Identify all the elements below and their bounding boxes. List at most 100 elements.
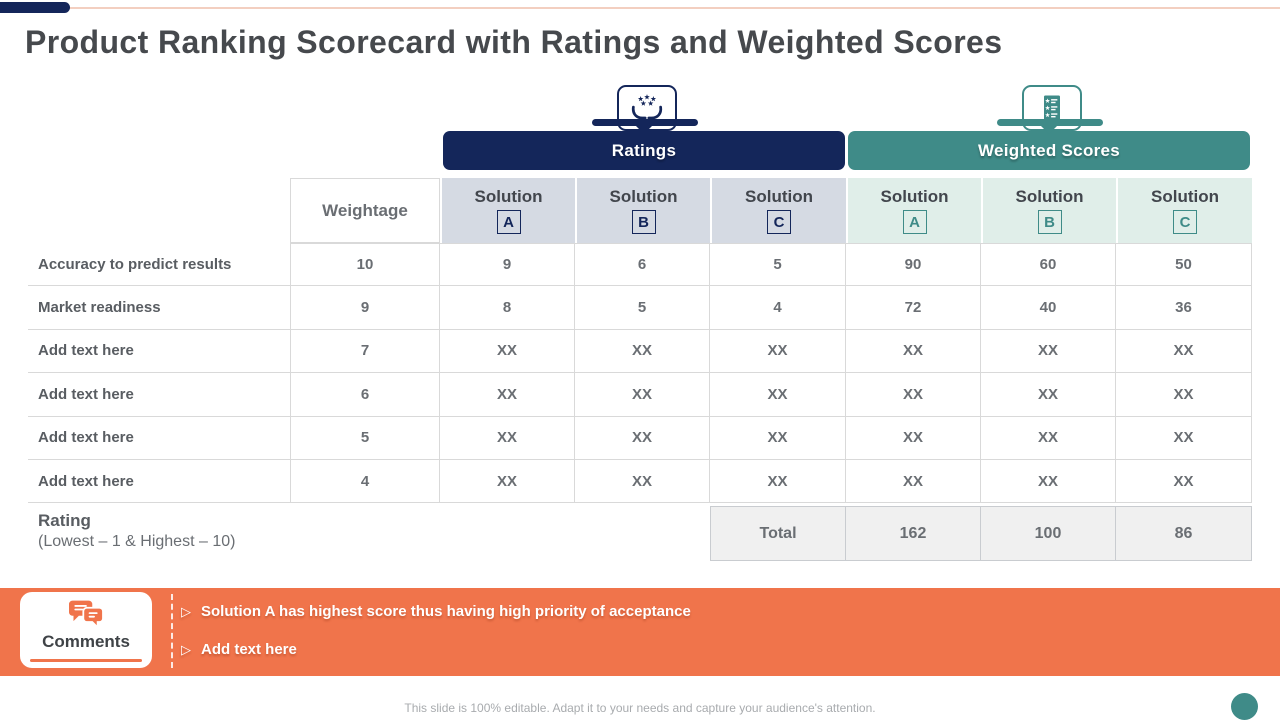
cell-rating-c: XX [710,373,846,417]
cell-weighted-b: XX [981,373,1116,417]
cell-weighted-c: 36 [1116,286,1252,330]
editable-disclaimer: This slide is 100% editable. Adapt it to… [404,701,876,715]
cell-weightage: 10 [290,243,440,287]
hands-holding-stars-icon [631,94,663,120]
cell-rating-b: 6 [575,243,710,287]
comment-item: ▷ Solution A has highest score thus havi… [181,603,691,620]
cell-weighted-a: XX [846,459,981,504]
cell-rating-c: XX [710,329,846,374]
cell-rating-b: XX [575,416,710,460]
corner-dot-decoration [1231,693,1258,720]
chat-bubbles-icon [69,600,104,630]
cell-rating-c: 5 [710,243,846,287]
column-header-weightage: Weightage [290,178,440,243]
cell-weighted-a: 90 [846,243,981,287]
solution-label: Solution [880,187,949,206]
table-corner-spacer [28,178,290,243]
total-label: Total [710,506,846,562]
cell-rating-c: XX [710,459,846,504]
tab-ratings[interactable]: Ratings [443,131,845,170]
score-checklist-icon [1044,95,1060,121]
cell-rating-b: XX [575,373,710,417]
cell-weightage: 4 [290,459,440,504]
cell-rating-b: 5 [575,286,710,330]
cell-weighted-b: 40 [981,286,1116,330]
tab-ratings-label: Ratings [611,140,677,160]
solution-letter-badge: B [1037,210,1062,234]
cell-rating-a: XX [440,416,575,460]
row-label: Add text here [28,330,290,374]
comment-text: Add text here [201,641,297,658]
cell-weighted-c: XX [1116,459,1252,504]
cell-weighted-a: XX [846,416,981,460]
solution-label: Solution [1151,187,1219,206]
cell-rating-a: 8 [440,286,575,330]
cell-weighted-a: XX [846,329,981,374]
cell-rating-a: XX [440,329,575,374]
cell-weighted-c: XX [1116,416,1252,460]
cell-rating-c: 4 [710,286,846,330]
cell-rating-a: 9 [440,243,575,287]
comments-underline [30,659,142,662]
solution-letter-badge: C [1173,210,1197,234]
row-label: Market readiness [28,286,290,330]
cell-weightage: 9 [290,286,440,330]
cell-rating-a: XX [440,459,575,504]
top-accent-line [0,7,1280,9]
comments-card: Comments [20,592,152,668]
cell-weighted-b: XX [981,416,1116,460]
solution-label: Solution [745,187,813,206]
row-label: Add text here [28,460,290,504]
cell-weighted-b: XX [981,459,1116,504]
solution-letter-badge: A [496,210,521,234]
comments-divider [171,594,173,668]
solution-letter-badge: C [767,210,791,234]
tab-weighted-scores[interactable]: Weighted Scores [848,131,1250,170]
comment-item: ▷ Add text here [181,641,297,658]
weighted-connector-bar [997,119,1103,126]
cell-rating-b: XX [575,329,710,374]
cell-weighted-c: XX [1116,329,1252,374]
triangle-bullet-icon: ▷ [181,641,191,657]
ratings-connector-bar [592,119,698,126]
column-header-ratings-solution-b: Solution B [575,178,710,243]
cell-weightage: 5 [290,416,440,460]
comments-band [0,588,1280,676]
column-header-weighted-solution-b: Solution B [981,178,1116,243]
cell-weighted-a: 72 [846,286,981,330]
column-header-weighted-solution-c: Solution C [1116,178,1252,243]
cell-weightage: 6 [290,373,440,417]
row-label: Add text here [28,417,290,460]
rating-scale-note-subtitle: (Lowest – 1 & Highest – 10) [38,533,236,551]
solution-label: Solution [1015,187,1084,206]
weighted-down-arrow-icon [1040,125,1058,134]
solution-label: Solution [474,187,543,206]
column-header-ratings-solution-c: Solution C [710,178,846,243]
ratings-down-arrow-icon [635,125,653,134]
cell-weighted-b: XX [981,329,1116,374]
column-header-weighted-solution-a: Solution A [846,178,981,243]
tab-weighted-scores-label: Weighted Scores [977,140,1121,160]
rating-scale-note: Rating (Lowest – 1 & Highest – 10) [28,503,710,561]
total-solution-a: 162 [846,506,981,562]
comments-title: Comments [42,632,130,651]
cell-rating-c: XX [710,416,846,460]
column-header-ratings-solution-a: Solution A [440,178,575,243]
total-solution-b: 100 [981,506,1116,562]
page-title: Product Ranking Scorecard with Ratings a… [25,24,1003,60]
solution-letter-badge: A [902,210,927,234]
cell-weighted-c: XX [1116,373,1252,417]
solution-letter-badge: B [631,210,656,234]
rating-scale-note-title: Rating [38,511,91,531]
comment-text: Solution A has highest score thus having… [201,603,691,620]
row-label: Accuracy to predict results [28,243,290,287]
row-label: Add text here [28,373,290,417]
cell-rating-a: XX [440,373,575,417]
solution-label: Solution [609,187,678,206]
scorecard-table: Weightage Solution A Solution B Solution… [28,178,1252,562]
cell-weighted-c: 50 [1116,243,1252,287]
cell-weighted-b: 60 [981,243,1116,287]
total-solution-c: 86 [1116,506,1252,562]
cell-weightage: 7 [290,329,440,374]
